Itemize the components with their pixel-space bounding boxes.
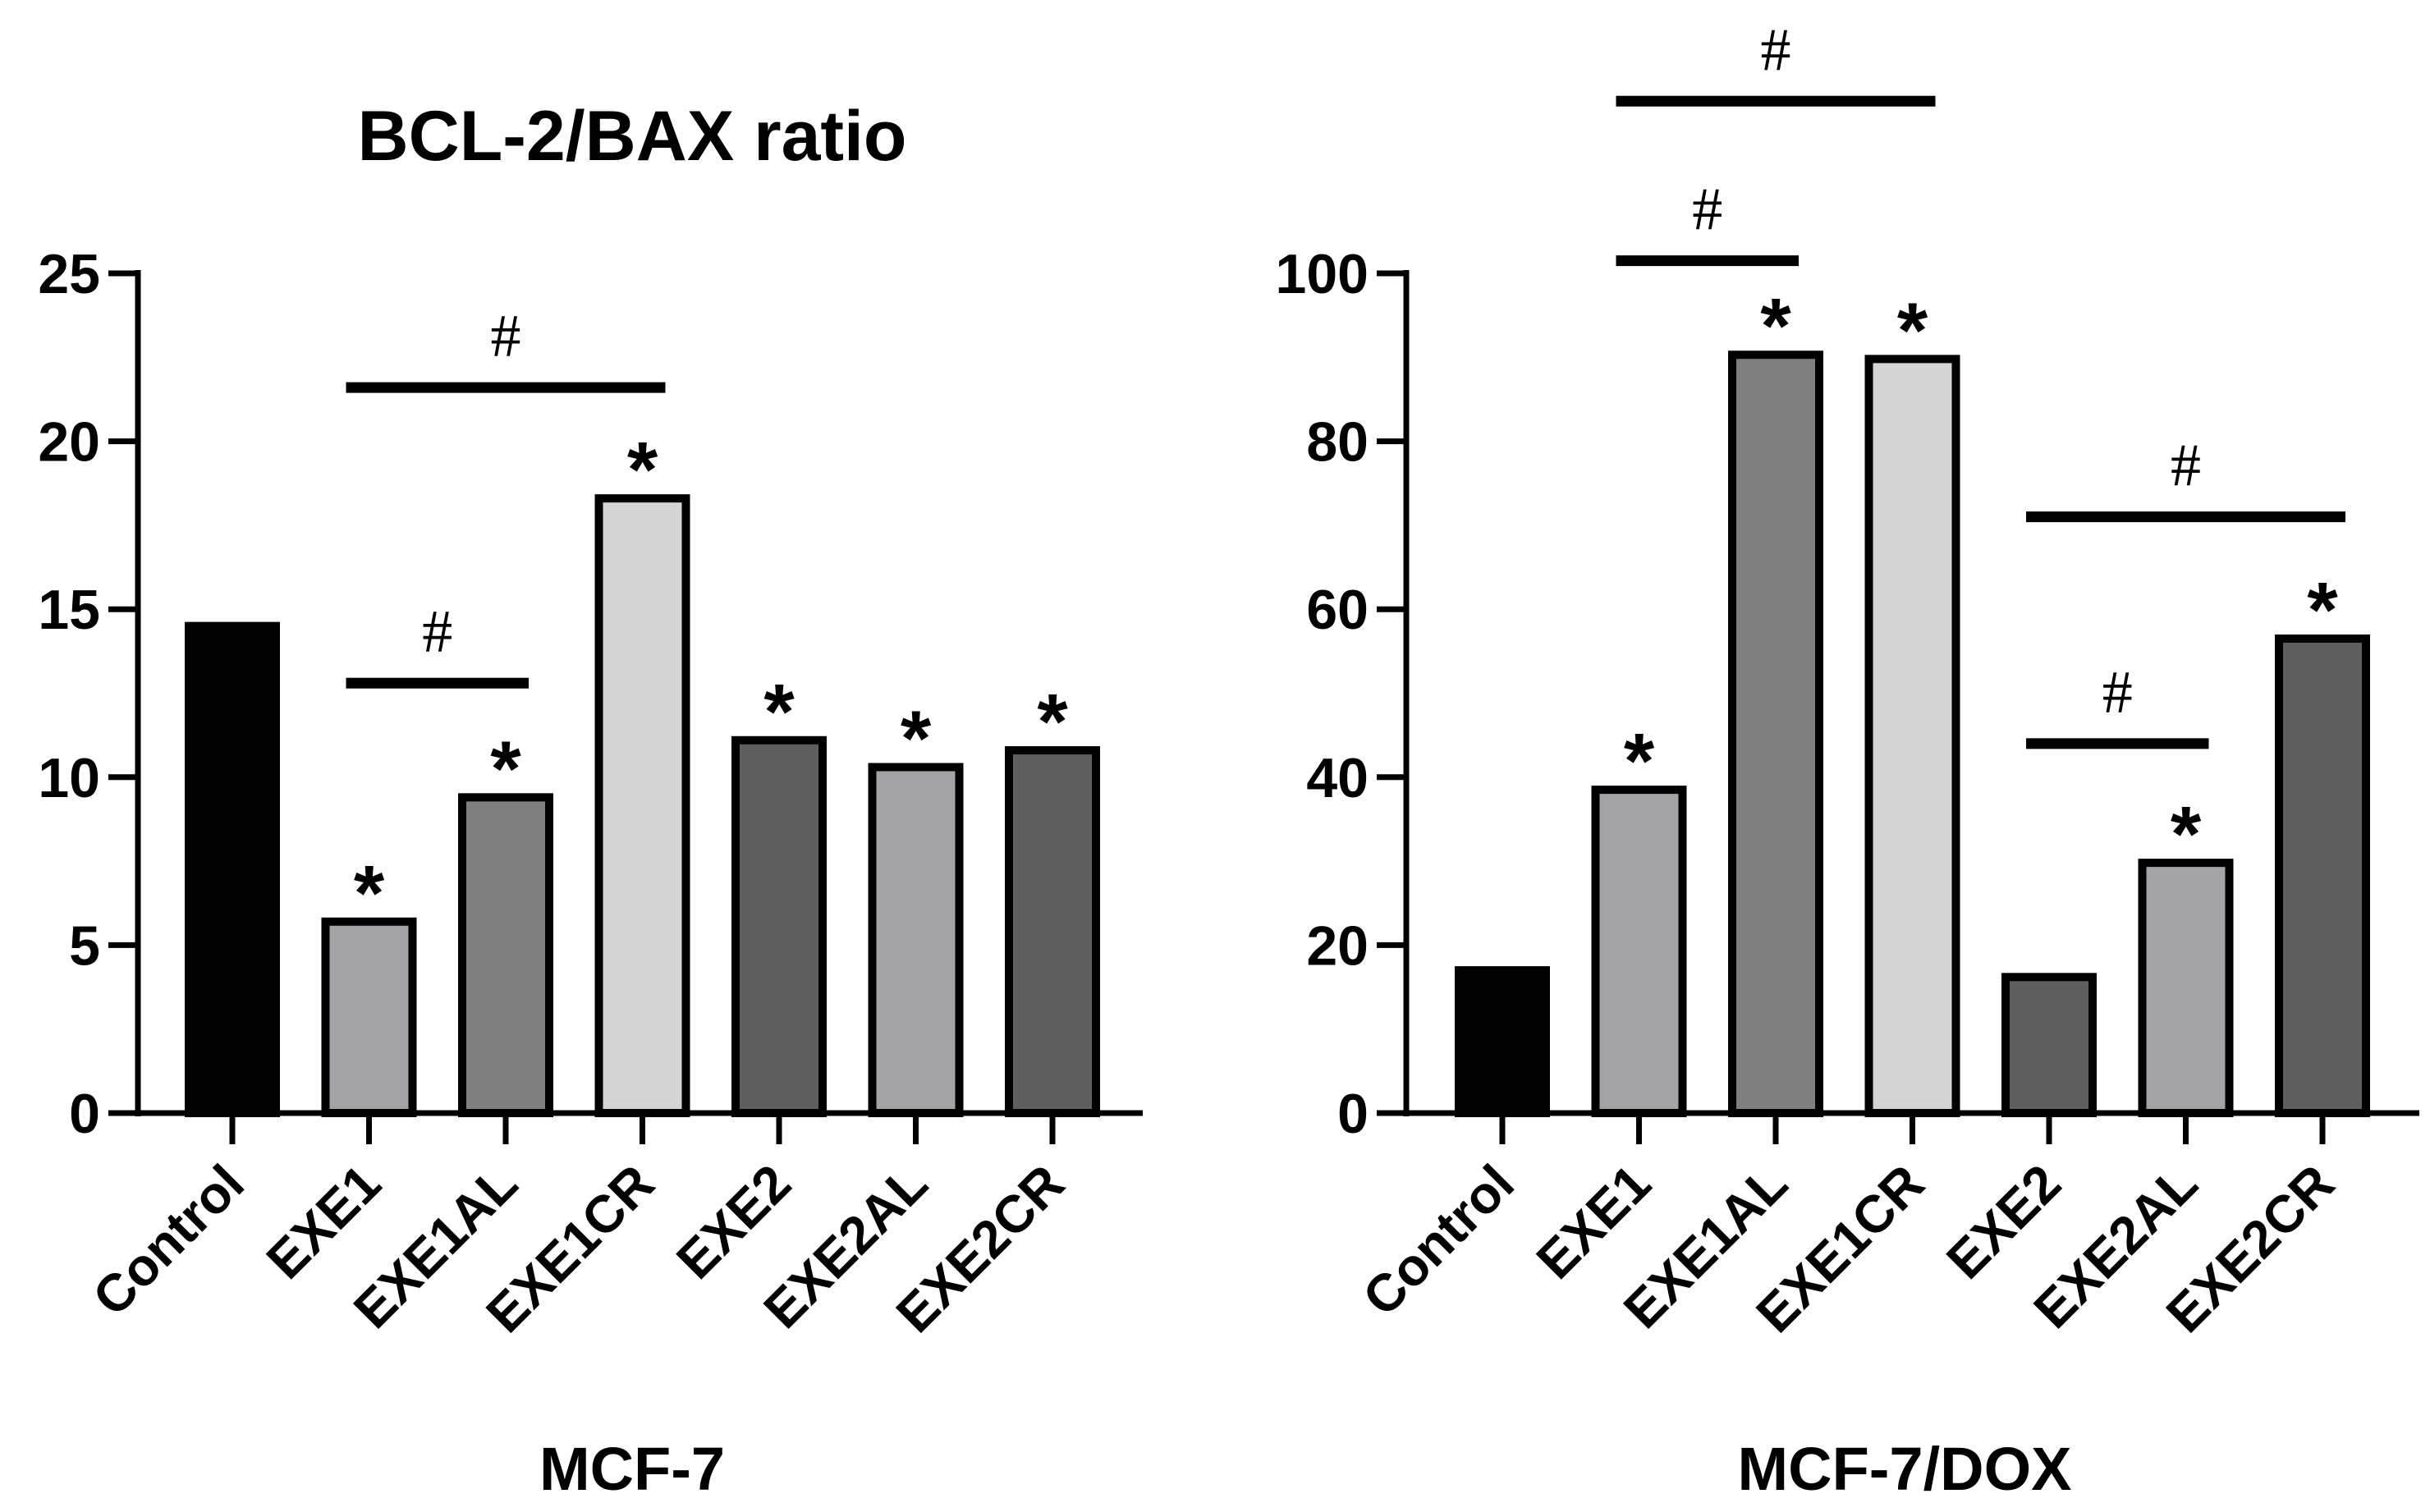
significance-star: *	[490, 725, 521, 813]
comparison-label: #	[1692, 176, 1722, 244]
bar-control	[1455, 966, 1550, 1117]
bar-exe2al	[2138, 859, 2234, 1117]
significance-star: *	[1624, 717, 1655, 805]
comparison-label: #	[2171, 433, 2201, 500]
y-tick-label: 0	[1337, 1083, 1369, 1145]
y-tick-label: 100	[1276, 243, 1369, 305]
significance-star: *	[1760, 282, 1791, 370]
category-label-control: Control	[81, 1153, 255, 1327]
bar-exe2	[2001, 973, 2097, 1118]
significance-star: *	[1037, 678, 1068, 766]
x-axis-label: MCF-7	[539, 1435, 725, 1503]
significance-star: *	[2171, 790, 2202, 878]
bar-exe2al	[868, 763, 964, 1117]
comparison-label: #	[1761, 16, 1791, 84]
bar-exe1cr	[1864, 355, 1960, 1117]
y-tick-label: 10	[38, 747, 100, 809]
y-tick-label: 25	[38, 243, 100, 305]
bar-exe1	[321, 917, 417, 1117]
significance-star: *	[763, 668, 795, 756]
bar-exe2cr	[2275, 635, 2370, 1117]
significance-star: *	[901, 695, 932, 783]
y-tick-label: 15	[38, 579, 100, 641]
y-tick-label: 20	[38, 411, 100, 474]
y-tick-label: 40	[1306, 747, 1369, 809]
category-label-control: Control	[1351, 1153, 1525, 1327]
comparison-label: #	[422, 598, 452, 666]
x-axis-label: MCF-7/DOX	[1738, 1435, 2072, 1503]
chart-title: BCL-2/BAX ratio	[358, 97, 907, 176]
bar-exe2	[731, 735, 827, 1118]
comparison-label: #	[491, 303, 521, 370]
bar-exe2cr	[1005, 746, 1100, 1118]
significance-star: *	[1897, 286, 1928, 374]
significance-star: *	[627, 426, 658, 514]
bar-exe1cr	[594, 494, 690, 1117]
y-tick-label: 20	[1306, 914, 1369, 977]
y-tick-label: 60	[1306, 579, 1369, 641]
bar-control	[185, 621, 280, 1117]
bar-exe1al	[458, 793, 553, 1117]
significance-star: *	[2307, 566, 2338, 654]
y-tick-label: 5	[69, 914, 100, 977]
bar-exe1	[1591, 786, 1687, 1118]
y-tick-label: 0	[69, 1083, 100, 1145]
bar-exe1al	[1728, 351, 1823, 1117]
significance-star: *	[354, 850, 385, 937]
y-tick-label: 80	[1306, 411, 1369, 474]
comparison-label: #	[2102, 659, 2133, 726]
